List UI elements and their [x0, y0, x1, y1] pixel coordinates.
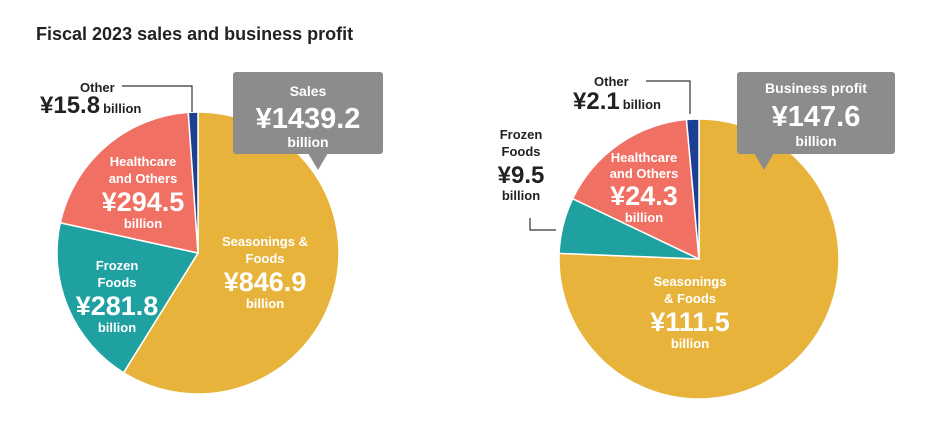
- pie-chart-2: Seasonings& Foods¥111.5billionFrozenFood…: [498, 72, 895, 400]
- slice-name: Frozen: [96, 258, 139, 273]
- callout-box: [233, 72, 383, 154]
- slice-name: Other: [594, 74, 629, 89]
- slice-value: ¥24.3: [610, 181, 678, 211]
- pie-slice-other: [685, 118, 700, 260]
- callout-value: ¥1439.2: [256, 103, 361, 135]
- pie-slice-frozen: [56, 221, 200, 374]
- callout-heading: Business profit: [765, 80, 867, 96]
- slice-name: Healthcare: [611, 150, 677, 165]
- slice-unit: billion: [502, 188, 540, 203]
- slice-label-other: Other¥15.8 billion: [40, 80, 193, 119]
- leader-line: [122, 85, 193, 112]
- slice-name: Foods: [98, 275, 137, 290]
- slice-name: Foods: [502, 144, 541, 159]
- slice-name: & Foods: [664, 291, 716, 306]
- slice-name: Foods: [246, 251, 285, 266]
- slice-unit: billion: [246, 296, 284, 311]
- callout-unit: billion: [287, 134, 328, 150]
- page-title: Fiscal 2023 sales and business profit: [36, 24, 354, 44]
- leader-line: [646, 80, 691, 114]
- slice-value: ¥846.9: [224, 267, 307, 297]
- slice-value: ¥2.1 billion: [573, 88, 661, 115]
- pie-slice-healthcare: [571, 118, 700, 261]
- leader-line: [529, 218, 556, 231]
- callout-pointer: [308, 153, 328, 170]
- pie-chart-1: Seasonings &Foods¥846.9billionFrozenFood…: [40, 72, 383, 395]
- slice-value: ¥9.5: [498, 162, 545, 189]
- slice-name: Frozen: [500, 127, 543, 142]
- slice-label-other: Other¥2.1 billion: [573, 74, 691, 115]
- slice-value: ¥111.5: [650, 307, 730, 337]
- slice-value: ¥281.8: [76, 291, 159, 321]
- callout-unit: billion: [795, 133, 836, 149]
- slice-name: and Others: [109, 171, 178, 186]
- slice-unit: billion: [625, 210, 663, 225]
- callout-value: ¥147.6: [772, 101, 861, 133]
- slice-name: Seasonings: [654, 274, 727, 289]
- slice-unit: billion: [671, 336, 709, 351]
- slice-value: ¥294.5: [102, 187, 185, 217]
- slice-name: Other: [80, 80, 115, 95]
- callout-pointer: [754, 153, 774, 170]
- pie-slice-healthcare: [59, 111, 199, 254]
- slice-value: ¥15.8 billion: [40, 92, 141, 119]
- callout-box: [737, 72, 895, 154]
- slice-name: Healthcare: [110, 154, 176, 169]
- slice-name: and Others: [610, 166, 679, 181]
- slice-unit: billion: [124, 216, 162, 231]
- slice-name: Seasonings &: [222, 234, 308, 249]
- callout-heading: Sales: [290, 83, 327, 99]
- slice-unit: billion: [98, 320, 136, 335]
- pie-slice-other: [187, 111, 199, 254]
